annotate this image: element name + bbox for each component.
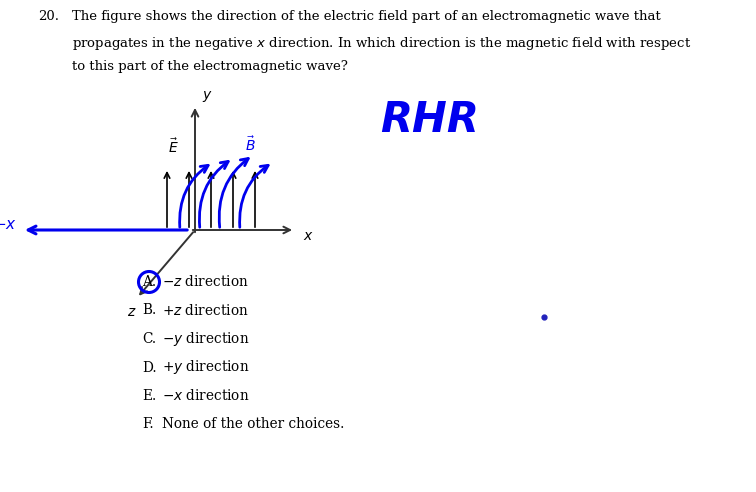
Text: 20.: 20.	[38, 10, 59, 23]
Text: $-x$ direction: $-x$ direction	[162, 389, 249, 403]
Text: C.: C.	[142, 332, 156, 346]
Text: $z$: $z$	[127, 305, 137, 319]
Text: $+y$ direction: $+y$ direction	[162, 359, 249, 376]
FancyArrowPatch shape	[219, 158, 248, 227]
FancyArrowPatch shape	[200, 161, 228, 227]
FancyArrowPatch shape	[240, 165, 268, 227]
Text: $\vec{E}$: $\vec{E}$	[168, 137, 178, 156]
Text: $\vec{B}$: $\vec{B}$	[245, 135, 256, 154]
Text: to this part of the electromagnetic wave?: to this part of the electromagnetic wave…	[72, 60, 348, 73]
Text: $+z$ direction: $+z$ direction	[162, 303, 249, 318]
Text: $x$: $x$	[303, 229, 314, 243]
Text: D.: D.	[142, 361, 156, 374]
Text: B.: B.	[142, 304, 156, 317]
Text: F.: F.	[142, 418, 153, 431]
Text: E.: E.	[142, 389, 156, 403]
Text: The figure shows the direction of the electric field part of an electromagnetic : The figure shows the direction of the el…	[72, 10, 661, 23]
Text: $-y$ direction: $-y$ direction	[162, 330, 249, 348]
Text: propagates in the negative $x$ direction. In which direction is the magnetic fie: propagates in the negative $x$ direction…	[72, 35, 691, 52]
Text: None of the other choices.: None of the other choices.	[162, 418, 345, 431]
Text: $-z$ direction: $-z$ direction	[162, 275, 249, 289]
Text: RHR: RHR	[380, 99, 479, 141]
Text: $y$: $y$	[202, 90, 212, 104]
Text: A.: A.	[142, 275, 156, 289]
Text: $-x$: $-x$	[0, 218, 17, 232]
FancyArrowPatch shape	[180, 165, 208, 227]
